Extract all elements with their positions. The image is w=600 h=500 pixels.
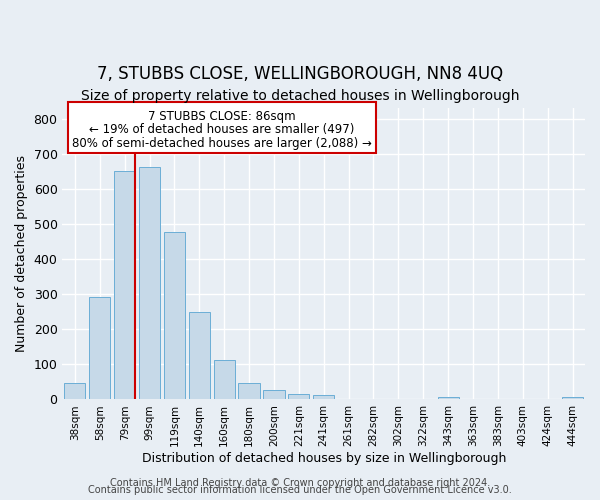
Text: ← 19% of detached houses are smaller (497): ← 19% of detached houses are smaller (49… <box>89 124 355 136</box>
Bar <box>189 312 210 400</box>
Bar <box>263 390 284 400</box>
Bar <box>214 360 235 400</box>
FancyBboxPatch shape <box>68 102 376 154</box>
Bar <box>89 296 110 400</box>
Bar <box>139 167 160 400</box>
Text: 7 STUBBS CLOSE: 86sqm: 7 STUBBS CLOSE: 86sqm <box>148 110 296 122</box>
Bar <box>562 397 583 400</box>
Text: Contains HM Land Registry data © Crown copyright and database right 2024.: Contains HM Land Registry data © Crown c… <box>110 478 490 488</box>
Bar <box>313 395 334 400</box>
Bar <box>437 397 459 400</box>
Text: 80% of semi-detached houses are larger (2,088) →: 80% of semi-detached houses are larger (… <box>72 137 372 150</box>
Text: Size of property relative to detached houses in Wellingborough: Size of property relative to detached ho… <box>81 89 519 103</box>
Text: Contains public sector information licensed under the Open Government Licence v3: Contains public sector information licen… <box>88 485 512 495</box>
X-axis label: Distribution of detached houses by size in Wellingborough: Distribution of detached houses by size … <box>142 452 506 465</box>
Bar <box>114 171 135 400</box>
Text: 7, STUBBS CLOSE, WELLINGBOROUGH, NN8 4UQ: 7, STUBBS CLOSE, WELLINGBOROUGH, NN8 4UQ <box>97 65 503 83</box>
Bar <box>288 394 310 400</box>
Y-axis label: Number of detached properties: Number of detached properties <box>15 156 28 352</box>
Bar <box>164 232 185 400</box>
Bar <box>64 382 85 400</box>
Bar <box>238 382 260 400</box>
